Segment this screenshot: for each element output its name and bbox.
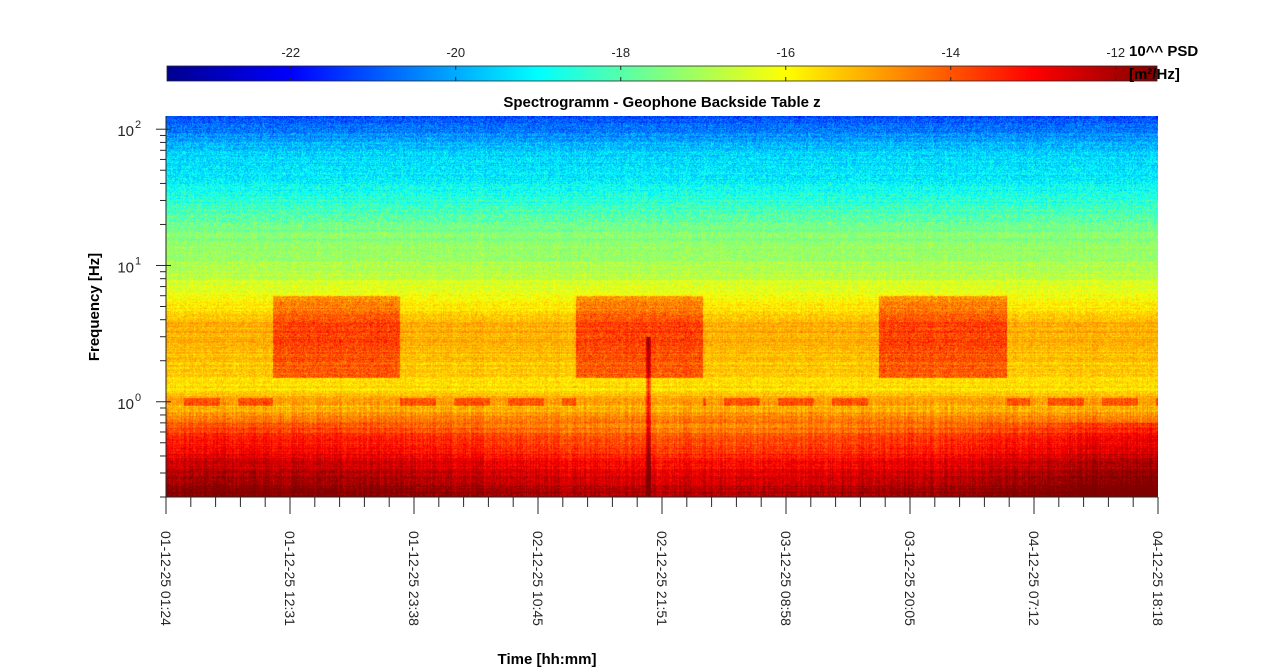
x-tick-label: 01-12-25 23:38: [406, 531, 422, 626]
y-tick-exponent: 0: [135, 392, 141, 404]
x-axis: 01-12-25 01:24 01-12-25 12:31 01-12-25 23:…: [158, 496, 1166, 626]
spectrogram-heatmap: [166, 116, 1158, 497]
colorbar-tick-label: -14: [941, 45, 960, 60]
colorbar-tick-label: -12: [1106, 45, 1125, 60]
x-tick-label: 03-12-25 08:58: [778, 531, 794, 626]
y-tick-label: 10: [117, 123, 134, 140]
colorbar-tick-label: -16: [776, 45, 795, 60]
colorbar-label-line2: [m²/Hz]: [1129, 66, 1180, 83]
x-tick-label: 04-12-25 07:12: [1026, 531, 1042, 626]
x-tick-label: 02-12-25 10:45: [530, 531, 546, 626]
y-tick-label: 10: [117, 259, 134, 276]
colorbar-gradient: [166, 65, 1158, 82]
y-tick-exponent: 2: [135, 119, 141, 131]
colorbar-tick-label: -22: [281, 45, 300, 60]
y-axis-label: Frequency [Hz]: [86, 253, 103, 361]
colorbar-ticks: -22 -20 -18 -16 -14 -12: [281, 45, 1125, 81]
x-tick-label: 01-12-25 01:24: [158, 531, 174, 626]
colorbar-tick-label: -18: [611, 45, 630, 60]
colorbar: -22 -20 -18 -16 -14 -12 10^^ PSD [m²/Hz]: [166, 43, 1198, 83]
chart-title: Spectrogramm - Geophone Backside Table z: [503, 94, 820, 111]
y-tick-exponent: 1: [135, 255, 141, 267]
x-tick-label: 04-12-25 18:18: [1150, 531, 1166, 626]
x-tick-label: 01-12-25 12:31: [282, 531, 298, 626]
x-axis-label: Time [hh:mm]: [498, 651, 597, 668]
x-tick-label: 02-12-25 21:51: [654, 531, 670, 626]
colorbar-label-line1: 10^^ PSD: [1129, 43, 1198, 60]
x-tick-label: 03-12-25 20:05: [902, 531, 918, 626]
y-tick-label: 10: [117, 396, 134, 413]
colorbar-tick-label: -20: [446, 45, 465, 60]
spectrogram-plot: [166, 116, 1158, 497]
